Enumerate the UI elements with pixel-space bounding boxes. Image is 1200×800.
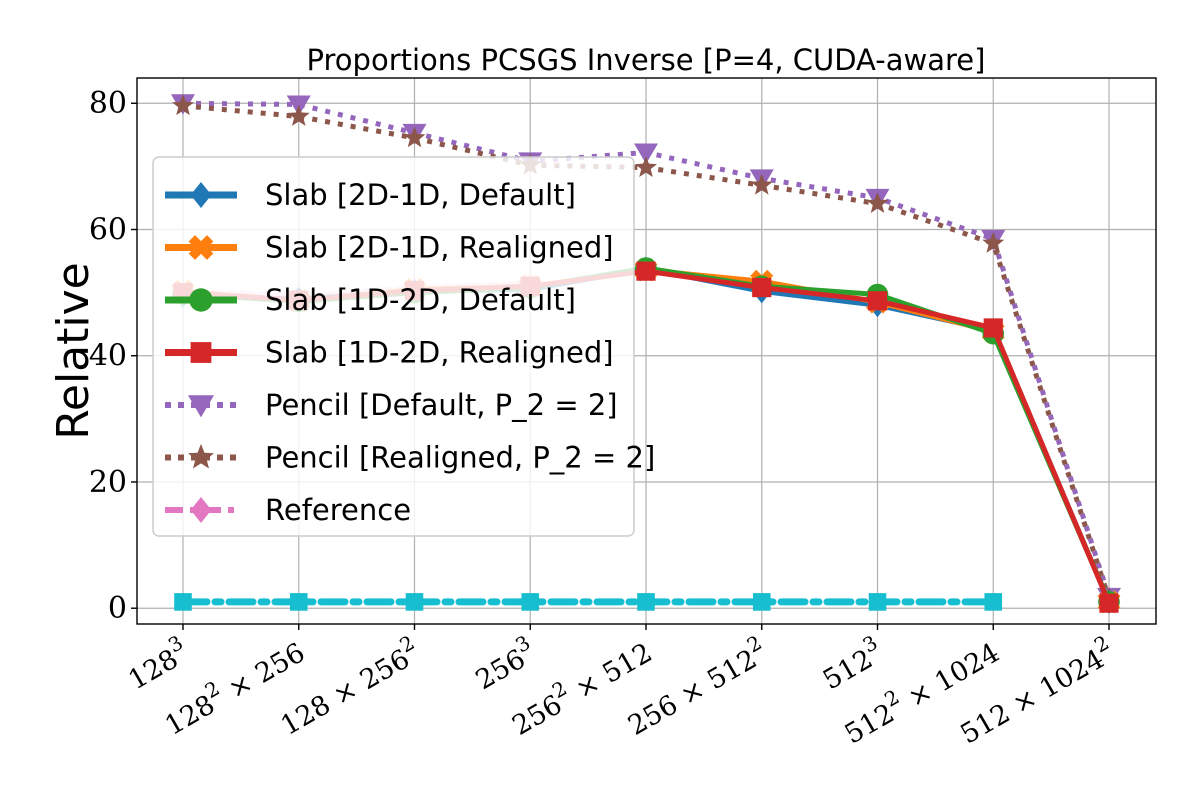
data-point bbox=[521, 593, 540, 611]
data-point bbox=[405, 593, 424, 611]
legend-item: Slab [2D-1D, Realigned] bbox=[165, 231, 614, 265]
data-point bbox=[983, 318, 1003, 338]
series-unlabeled-7 bbox=[174, 593, 1003, 611]
data-point bbox=[982, 231, 1005, 253]
y-tick-label: 0 bbox=[108, 591, 127, 626]
chart-title: Proportions PCSGS Inverse [P=4, CUDA-awa… bbox=[307, 43, 986, 77]
data-point bbox=[635, 156, 657, 177]
data-point bbox=[403, 126, 426, 148]
legend: Slab [2D-1D, Default] Slab [2D-1D, Realig… bbox=[152, 156, 655, 537]
x-tick-label: 5123 bbox=[814, 630, 889, 696]
legend-label: Slab [1D-2D, Default] bbox=[265, 283, 576, 317]
data-point bbox=[634, 143, 658, 164]
y-tick-label: 80 bbox=[89, 86, 127, 121]
x-tick-label: 1283 bbox=[119, 630, 194, 696]
data-point bbox=[867, 291, 888, 311]
y-tick-labels: 0 20 40 60 80 bbox=[89, 86, 137, 626]
legend-marker bbox=[190, 182, 212, 208]
legend-marker bbox=[188, 443, 214, 469]
legend-marker bbox=[190, 497, 212, 523]
legend-marker bbox=[190, 342, 212, 363]
legend-item: Slab [1D-2D, Default] bbox=[165, 283, 576, 317]
data-point bbox=[752, 277, 772, 298]
x-tick-label: 2563 bbox=[467, 630, 542, 696]
data-point bbox=[287, 104, 310, 126]
y-tick-label: 60 bbox=[89, 212, 127, 247]
data-point bbox=[750, 173, 773, 195]
data-point bbox=[984, 593, 1003, 611]
data-point bbox=[172, 94, 194, 116]
legend-frame bbox=[152, 156, 635, 537]
legend-marker bbox=[188, 395, 214, 418]
y-axis-label: Relative bbox=[48, 262, 99, 439]
legend-item: Reference bbox=[165, 493, 411, 527]
data-point bbox=[866, 192, 889, 213]
legend-label: Reference bbox=[265, 493, 411, 527]
data-point bbox=[868, 593, 887, 611]
legend-item: Slab [1D-2D, Realigned] bbox=[165, 336, 614, 370]
legend-item: Slab [2D-1D, Default] bbox=[165, 178, 576, 212]
data-point bbox=[289, 593, 308, 611]
data-point bbox=[752, 593, 771, 611]
legend-item: Pencil [Default, P_2 = 2] bbox=[165, 388, 618, 422]
data-point bbox=[636, 261, 656, 281]
legend-label: Pencil [Realigned, P_2 = 2] bbox=[265, 441, 655, 475]
legend-label: Slab [2D-1D, Default] bbox=[265, 178, 576, 212]
legend-item: Pencil [Realigned, P_2 = 2] bbox=[165, 441, 655, 475]
data-point bbox=[637, 593, 655, 611]
legend-marker bbox=[188, 235, 214, 260]
data-point bbox=[174, 593, 192, 611]
legend-label: Slab [2D-1D, Realigned] bbox=[265, 231, 614, 265]
y-tick-label: 20 bbox=[89, 465, 127, 500]
legend-label: Slab [1D-2D, Realigned] bbox=[265, 336, 614, 370]
y-tick-label: 40 bbox=[89, 339, 127, 374]
data-point bbox=[1099, 593, 1119, 613]
legend-marker bbox=[189, 288, 213, 312]
legend-label: Pencil [Default, P_2 = 2] bbox=[265, 388, 618, 422]
